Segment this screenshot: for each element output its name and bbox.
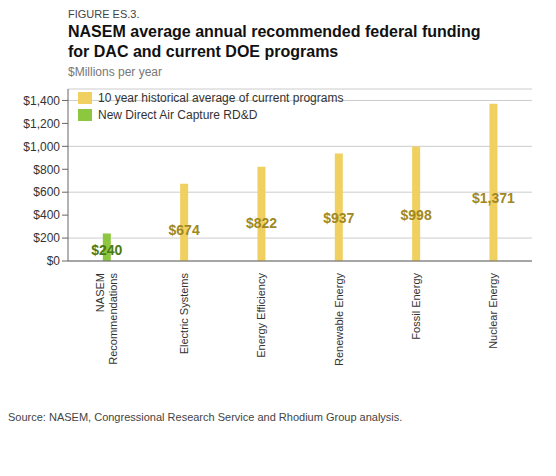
svg-text:$937: $937: [323, 210, 354, 226]
svg-text:$0: $0: [47, 254, 61, 268]
svg-text:Energy Efficiency: Energy Efficiency: [255, 273, 267, 358]
html-text:NASEM average annual recommend: NASEM average annual recommended federal…: [68, 23, 481, 40]
svg-text:$800: $800: [33, 163, 60, 177]
svg-text:$240: $240: [91, 242, 122, 258]
svg-text:Nuclear Energy: Nuclear Energy: [487, 273, 499, 349]
svg-text:$1,400: $1,400: [23, 94, 60, 108]
svg-text:$200: $200: [33, 231, 60, 245]
html-text:$Millions per year: $Millions per year: [68, 65, 162, 79]
svg-text:$600: $600: [33, 185, 60, 199]
svg-text:$1,000: $1,000: [23, 140, 60, 154]
html-text:New Direct Air Capture RD&D: New Direct Air Capture RD&D: [98, 108, 258, 122]
svg-text:$1,371: $1,371: [472, 190, 515, 206]
html-text:10 year historical average of: 10 year historical average of current pr…: [98, 91, 344, 105]
html-text:Source: NASEM, Congressional R: Source: NASEM, Congressional Research Se…: [8, 411, 403, 423]
html-text:FIGURE ES.3.: FIGURE ES.3.: [68, 8, 140, 20]
svg-text:NASEMRecommendations: NASEMRecommendations: [94, 273, 119, 365]
svg-text:$674: $674: [169, 222, 200, 238]
svg-text:Electric Systems: Electric Systems: [178, 273, 190, 355]
svg-text:Fossil Energy: Fossil Energy: [410, 273, 422, 340]
svg-text:$400: $400: [33, 208, 60, 222]
svg-text:$822: $822: [246, 215, 277, 231]
svg-text:$998: $998: [401, 207, 432, 223]
html-text:for DAC and current DOE progra: for DAC and current DOE programs: [68, 43, 339, 60]
svg-text:$1,200: $1,200: [23, 117, 60, 131]
svg-text:Renewable Energy: Renewable Energy: [333, 273, 345, 366]
